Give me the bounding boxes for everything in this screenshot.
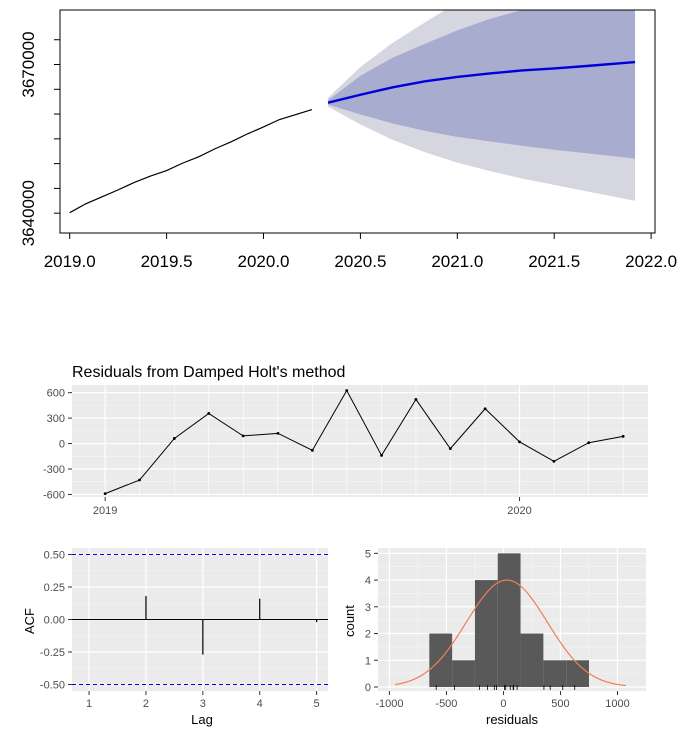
forecast-xtick-label: 2020.0 (238, 252, 290, 271)
acf-ytick-label: -0.50 (40, 680, 65, 692)
acf-xtick-label: 4 (257, 698, 263, 710)
residual-point (310, 448, 314, 452)
residual-ytick-label: 0 (59, 439, 65, 451)
histogram-density-curve (395, 579, 627, 687)
histogram-ytick-label: 4 (365, 575, 371, 587)
residual-point (414, 398, 418, 401)
residual-ytick-label: -300 (43, 464, 65, 476)
histogram-bar (543, 660, 567, 687)
acf-ytick-label: -0.25 (40, 647, 65, 659)
acf-xtick-label: 3 (200, 698, 206, 710)
residual-line (104, 389, 624, 495)
residual-point (518, 440, 521, 444)
histogram-bar (497, 553, 521, 687)
residual-point (207, 412, 211, 415)
histogram-bar (429, 633, 453, 687)
acf-ytick-label: 0.25 (44, 582, 65, 594)
histogram-bar (452, 660, 475, 687)
histogram-plot: 0 1 2 3 4 5 -1000 -500 0 500 1000 (365, 548, 646, 710)
histogram-ytick-label: 0 (365, 682, 371, 694)
residual-ytick-label: 300 (47, 413, 65, 425)
histogram-ytick-label: 5 (365, 548, 371, 560)
acf-xtick-label: 1 (86, 698, 92, 710)
histogram-xtick-label: 500 (551, 698, 569, 710)
forecast-lines (69, 60, 636, 214)
histogram-xtick-label: 1000 (605, 698, 629, 710)
histogram-panel: 0 1 2 3 4 5 -1000 -500 0 500 1000 residuals count (342, 548, 646, 727)
histogram-bar (474, 580, 498, 687)
residual-point (552, 459, 556, 463)
residual-point (483, 407, 487, 411)
forecast-mean-line (327, 60, 636, 104)
forecast-ytick-label: 3670000 (19, 31, 38, 97)
forecast-xtick-label: 2022.0 (625, 252, 677, 271)
acf-xlabel: Lag (191, 712, 213, 727)
acf-ytick-label: 0.50 (44, 550, 65, 562)
histogram-xtick-label: -500 (435, 698, 457, 710)
forecast-xtick-label: 2021.5 (528, 252, 580, 271)
acf-panel: -0.50 -0.25 0.00 0.25 0.50 1 2 3 4 5 Lag ACF (22, 548, 328, 727)
interval-band-80 (328, 10, 636, 159)
residual-xtick-label: 2019 (93, 505, 117, 517)
forecast-axes: 2019.0 2019.5 2020.0 2020.5 2021.0 2021.5 2022… (19, 31, 677, 271)
residual-ytick-label: 600 (47, 388, 65, 400)
residual-point (380, 454, 383, 457)
history-line (69, 109, 313, 214)
forecast-interval-bands (328, 10, 636, 201)
residual-point (138, 478, 141, 482)
forecast-panel: 2019.0 2019.5 2020.0 2020.5 2021.0 2021.5 2022… (19, 9, 677, 271)
residual-point (345, 389, 349, 392)
histogram-xlabel: residuals (486, 712, 539, 727)
residual-point (621, 434, 625, 438)
histogram-ylabel: count (342, 605, 357, 637)
histogram-xtick-label: 0 (500, 698, 506, 710)
histogram-bar (566, 660, 589, 687)
residual-point (241, 434, 245, 438)
histogram-bar (520, 633, 544, 687)
histogram-ytick-label: 3 (365, 602, 371, 614)
residual-point (448, 447, 452, 451)
residual-plot-background (72, 385, 648, 497)
residual-title: Residuals from Damped Holt's method (72, 364, 345, 381)
residual-point (276, 431, 280, 435)
forecast-ytick-label: 3640000 (19, 180, 38, 246)
residual-plot: -600 -300 0 300 600 2019 2020 (43, 385, 648, 517)
histogram-xtick-label: -1000 (375, 698, 403, 710)
residual-xtick-label: 2020 (507, 505, 531, 517)
residual-panel: Residuals from Damped Holt's method -600… (43, 364, 648, 517)
residual-point (172, 437, 176, 440)
acf-plot: -0.50 -0.25 0.00 0.25 0.50 1 2 3 4 5 (40, 548, 328, 710)
acf-xtick-label: 5 (314, 698, 320, 710)
acf-ylabel: ACF (22, 608, 37, 634)
residual-point (103, 492, 107, 496)
forecast-xtick-label: 2020.5 (334, 252, 386, 271)
forecast-xtick-label: 2021.0 (431, 252, 483, 271)
forecast-xtick-label: 2019.0 (44, 252, 96, 271)
histogram-ytick-label: 2 (365, 629, 371, 641)
residual-point (587, 441, 591, 445)
histogram-ytick-label: 1 (365, 655, 371, 667)
forecast-xtick-label: 2019.5 (141, 252, 193, 271)
residual-ytick-label: -600 (43, 489, 65, 501)
acf-xtick-label: 2 (143, 698, 149, 710)
forecast-plot-frame (59, 9, 656, 234)
acf-ytick-label: 0.00 (44, 615, 65, 627)
